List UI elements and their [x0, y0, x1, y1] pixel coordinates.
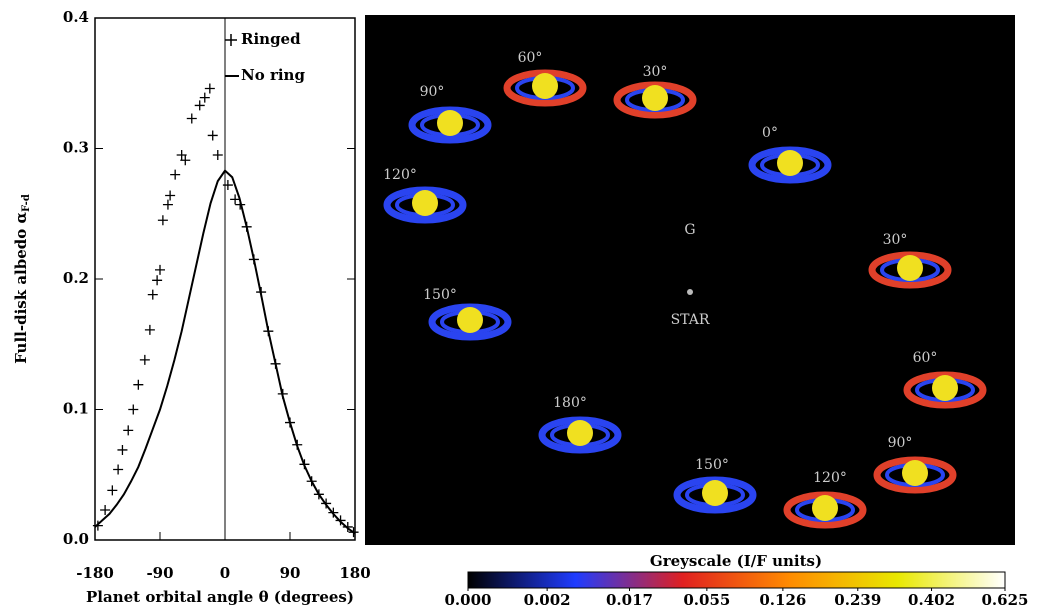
ringed-point — [180, 155, 191, 166]
x-tick-label: 180 — [339, 564, 370, 582]
orbit-label: 60° — [913, 350, 938, 366]
ringed-point — [113, 464, 124, 475]
y-tick-label: 0.2 — [63, 269, 89, 287]
y-label-sub: F-d — [21, 194, 32, 212]
ringed-point — [204, 83, 215, 94]
orbit-label: 180° — [553, 395, 587, 411]
planet — [567, 420, 593, 446]
orbit-label: 30° — [643, 64, 668, 80]
orbit-label: 120° — [383, 167, 417, 183]
ringed-point — [133, 379, 144, 390]
ringed-point — [212, 150, 223, 161]
y-tick-label: 0.1 — [63, 400, 89, 418]
ringed-point — [162, 199, 173, 210]
ringed-point — [199, 92, 210, 103]
ringed-point — [165, 190, 176, 201]
colorbar-tick-label: 0.055 — [683, 591, 730, 609]
ringed-point — [147, 289, 158, 300]
ringed-point — [139, 354, 150, 365]
ringed-point — [100, 504, 111, 515]
planet — [932, 375, 958, 401]
planet — [812, 495, 838, 521]
ringed-point — [128, 404, 139, 415]
x-tick-label: -90 — [146, 564, 173, 582]
colorbar-tick-label: 0.000 — [445, 591, 492, 609]
ringed-point — [123, 425, 134, 436]
colorbar — [467, 571, 1006, 589]
colorbar-tick-label: 0.002 — [524, 591, 571, 609]
orbit-label: 150° — [423, 287, 457, 303]
ringed-point — [230, 194, 241, 205]
colorbar-tick-label: 0.017 — [606, 591, 653, 609]
star — [687, 289, 693, 295]
planet — [897, 255, 923, 281]
colorbar-tick-label: 0.625 — [982, 591, 1029, 609]
ringed-point — [155, 264, 165, 275]
planet — [777, 150, 803, 176]
orbit-label: STAR — [671, 312, 710, 328]
ringed-point — [117, 444, 128, 455]
no-ring-line — [94, 169, 356, 535]
colorbar-tick-label: 0.126 — [759, 591, 806, 609]
orbit-image: 60° 30° 90° 0° 120° 30° 150° 60° 180° 150° 90° 120°… — [383, 50, 987, 529]
x-tick-label: 90 — [280, 564, 301, 582]
orbit-label: G — [684, 222, 695, 238]
ringed-point — [170, 169, 181, 180]
ringed-point — [157, 215, 168, 226]
colorbar-tick-label: 0.402 — [908, 591, 955, 609]
x-axis-label: Planet orbital angle θ (degrees) — [86, 588, 354, 606]
planet — [642, 85, 668, 111]
ringed-point — [107, 485, 118, 496]
planet — [532, 73, 558, 99]
y-tick-label: 0.0 — [63, 530, 89, 548]
x-tick-label: -180 — [76, 564, 114, 582]
ringed-point — [207, 130, 218, 141]
orbit-label: 30° — [883, 232, 908, 248]
ringed-point — [194, 100, 205, 111]
ringed-point — [186, 113, 197, 124]
planet — [702, 480, 728, 506]
ringed-point — [222, 180, 233, 191]
orbit-label: 120° — [813, 470, 847, 486]
legend-label: No ring — [241, 66, 305, 84]
x-tick-label: 0 — [220, 564, 230, 582]
ringed-point — [144, 324, 155, 335]
colorbar-title: Greyscale (I/F units) — [650, 552, 822, 570]
orbit-label: 90° — [420, 84, 445, 100]
y-label-main: Full-disk albedo α — [12, 212, 30, 364]
planet — [437, 110, 463, 136]
orbit-label: 90° — [888, 435, 913, 451]
legend-symbol — [225, 34, 237, 46]
ringed-point — [152, 275, 163, 286]
ringed-point — [176, 150, 187, 161]
planet — [902, 460, 928, 486]
planet — [412, 190, 438, 216]
planet — [457, 307, 483, 333]
y-axis-label: Full-disk albedo αF-d — [12, 194, 32, 364]
orbit-label: 150° — [695, 457, 729, 473]
legend-label: Ringed — [241, 30, 301, 48]
colorbar-tick-label: 0.239 — [834, 591, 881, 609]
y-tick-label: 0.3 — [63, 139, 89, 157]
orbit-label: 0° — [762, 125, 778, 141]
y-tick-label: 0.4 — [63, 8, 89, 26]
orbit-label: 60° — [518, 50, 543, 66]
